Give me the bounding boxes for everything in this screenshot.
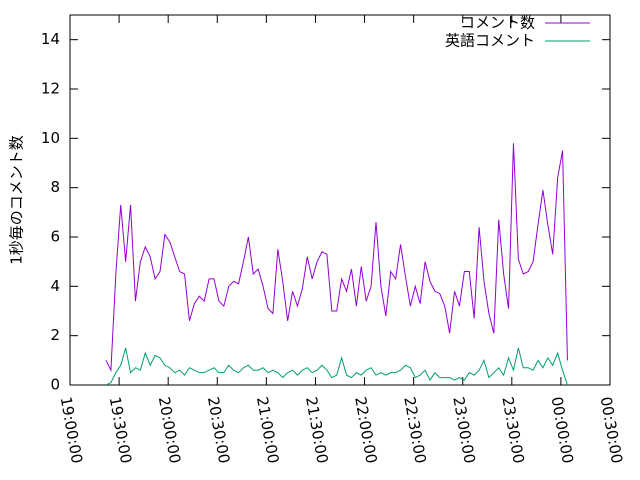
x-tick-label: 00:30:00 bbox=[597, 395, 626, 464]
x-tick-label: 20:00:00 bbox=[155, 395, 184, 464]
x-tick-label: 20:30:00 bbox=[204, 395, 233, 464]
legend-label: コメント数 bbox=[460, 14, 535, 32]
x-tick-label: 23:30:00 bbox=[498, 395, 527, 464]
y-tick-label: 8 bbox=[50, 178, 60, 196]
series-line bbox=[105, 347, 568, 386]
x-tick-label: 22:00:00 bbox=[351, 395, 380, 464]
series-line bbox=[105, 143, 568, 373]
y-tick-label: 4 bbox=[50, 277, 60, 295]
x-tick-label: 23:00:00 bbox=[449, 395, 478, 464]
plot-frame bbox=[69, 14, 611, 386]
x-tick-label: 22:30:00 bbox=[400, 395, 429, 464]
x-tick-label: 19:00:00 bbox=[57, 395, 86, 464]
y-tick-label: 2 bbox=[50, 326, 60, 344]
x-tick-label: 19:30:00 bbox=[106, 395, 135, 464]
y-axis-label: 1秒毎のコメント数 bbox=[8, 135, 26, 265]
y-tick-label: 14 bbox=[41, 30, 60, 48]
x-tick-label: 21:30:00 bbox=[302, 395, 331, 464]
y-tick-label: 12 bbox=[41, 80, 60, 98]
y-tick-label: 10 bbox=[41, 129, 60, 147]
y-tick-label: 6 bbox=[50, 228, 60, 246]
y-tick-label: 0 bbox=[50, 376, 60, 394]
legend-label: 英語コメント bbox=[445, 32, 535, 50]
x-tick-label: 00:00:00 bbox=[548, 395, 577, 464]
x-tick-label: 21:00:00 bbox=[253, 395, 282, 464]
